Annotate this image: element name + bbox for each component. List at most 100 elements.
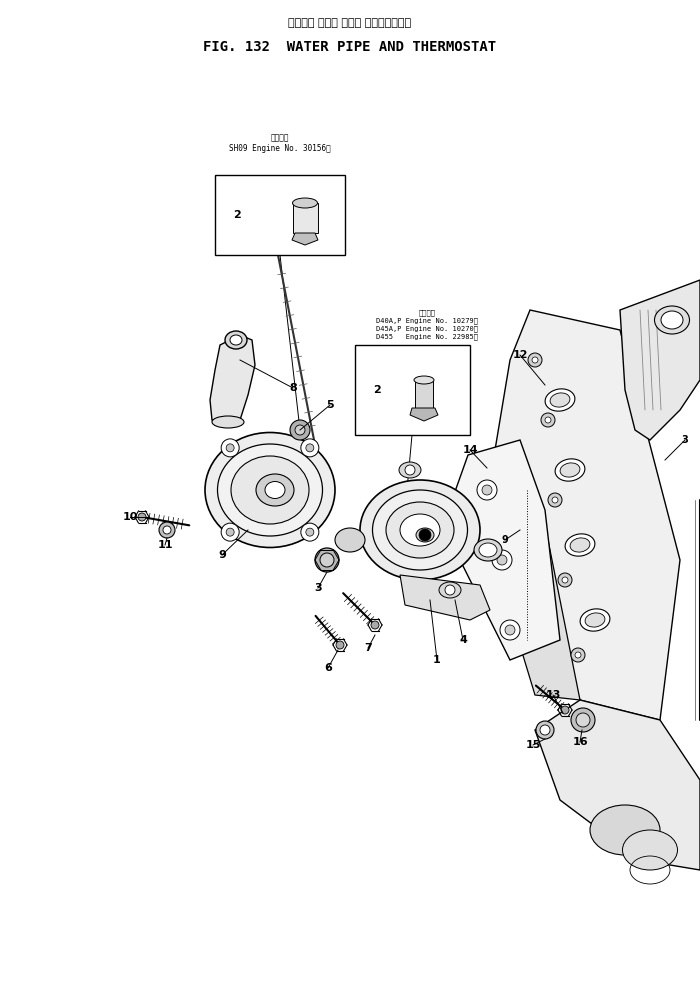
Ellipse shape bbox=[550, 393, 570, 407]
Ellipse shape bbox=[474, 539, 502, 561]
Ellipse shape bbox=[555, 459, 585, 481]
Circle shape bbox=[221, 523, 239, 541]
Circle shape bbox=[226, 444, 234, 452]
Circle shape bbox=[500, 620, 520, 640]
Circle shape bbox=[163, 526, 171, 534]
Bar bbox=[415, 380, 433, 408]
Polygon shape bbox=[485, 490, 580, 700]
Text: 1: 1 bbox=[433, 655, 441, 665]
Text: 11: 11 bbox=[158, 540, 173, 550]
Text: 2: 2 bbox=[373, 385, 381, 395]
Polygon shape bbox=[490, 310, 680, 720]
Circle shape bbox=[159, 522, 175, 538]
Circle shape bbox=[405, 465, 415, 475]
Circle shape bbox=[571, 708, 595, 732]
Ellipse shape bbox=[386, 502, 454, 558]
Ellipse shape bbox=[399, 462, 421, 478]
Circle shape bbox=[419, 529, 431, 541]
Ellipse shape bbox=[545, 389, 575, 411]
Circle shape bbox=[477, 480, 497, 500]
Text: 8: 8 bbox=[289, 383, 297, 393]
Ellipse shape bbox=[570, 538, 590, 552]
Polygon shape bbox=[400, 575, 490, 620]
Text: ウォータ パイプ および サーモスタット: ウォータ パイプ および サーモスタット bbox=[288, 18, 412, 28]
Circle shape bbox=[295, 425, 305, 435]
Text: 13: 13 bbox=[545, 690, 561, 700]
Text: 10: 10 bbox=[122, 512, 138, 522]
Circle shape bbox=[545, 417, 551, 423]
Bar bbox=[215, 175, 345, 255]
Ellipse shape bbox=[335, 528, 365, 552]
Circle shape bbox=[552, 497, 558, 503]
Text: 16: 16 bbox=[572, 737, 588, 747]
Text: 9: 9 bbox=[502, 535, 508, 545]
Polygon shape bbox=[452, 440, 560, 660]
Ellipse shape bbox=[580, 609, 610, 631]
Circle shape bbox=[221, 439, 239, 457]
Circle shape bbox=[528, 353, 542, 367]
Circle shape bbox=[492, 550, 512, 570]
Circle shape bbox=[575, 652, 581, 658]
Ellipse shape bbox=[590, 805, 660, 855]
Ellipse shape bbox=[218, 444, 323, 536]
Ellipse shape bbox=[439, 582, 461, 598]
Ellipse shape bbox=[585, 613, 605, 627]
Text: 12: 12 bbox=[512, 350, 528, 360]
Ellipse shape bbox=[414, 376, 434, 384]
Text: 6: 6 bbox=[324, 663, 332, 673]
Circle shape bbox=[315, 548, 339, 572]
Circle shape bbox=[505, 625, 515, 635]
Ellipse shape bbox=[372, 490, 468, 570]
Circle shape bbox=[306, 528, 314, 536]
Ellipse shape bbox=[256, 474, 294, 506]
Ellipse shape bbox=[205, 432, 335, 548]
Circle shape bbox=[540, 725, 550, 735]
Text: 7: 7 bbox=[364, 643, 372, 653]
Polygon shape bbox=[620, 280, 700, 440]
Ellipse shape bbox=[479, 543, 497, 557]
Polygon shape bbox=[410, 408, 438, 421]
Circle shape bbox=[301, 523, 319, 541]
Bar bbox=[355, 345, 470, 435]
Ellipse shape bbox=[360, 480, 480, 580]
Circle shape bbox=[561, 706, 569, 714]
Circle shape bbox=[576, 713, 590, 727]
Circle shape bbox=[290, 420, 310, 440]
Text: 14: 14 bbox=[462, 445, 478, 455]
Text: 適用号機
SH09 Engine No. 30156～: 適用号機 SH09 Engine No. 30156～ bbox=[229, 133, 331, 153]
Circle shape bbox=[562, 577, 568, 583]
Ellipse shape bbox=[661, 311, 683, 329]
Circle shape bbox=[571, 648, 585, 662]
Polygon shape bbox=[535, 700, 700, 870]
Ellipse shape bbox=[416, 528, 434, 542]
Circle shape bbox=[371, 621, 379, 629]
Ellipse shape bbox=[622, 830, 678, 870]
Text: 4: 4 bbox=[459, 635, 467, 645]
Ellipse shape bbox=[560, 463, 580, 477]
Circle shape bbox=[541, 413, 555, 427]
Text: 15: 15 bbox=[525, 740, 540, 750]
Circle shape bbox=[336, 641, 344, 649]
Circle shape bbox=[536, 721, 554, 739]
Ellipse shape bbox=[400, 514, 440, 546]
Ellipse shape bbox=[212, 416, 244, 428]
Ellipse shape bbox=[654, 306, 690, 334]
Text: 5: 5 bbox=[326, 400, 334, 410]
Ellipse shape bbox=[265, 482, 285, 498]
Ellipse shape bbox=[293, 198, 318, 208]
Ellipse shape bbox=[225, 331, 247, 349]
Circle shape bbox=[558, 573, 572, 587]
Text: FIG. 132  WATER PIPE AND THERMOSTAT: FIG. 132 WATER PIPE AND THERMOSTAT bbox=[204, 40, 496, 54]
Circle shape bbox=[301, 439, 319, 457]
Text: 9: 9 bbox=[218, 550, 226, 560]
Text: 適用号機
D40A,P Engine No. 10279～
D45A,P Engine No. 10270～
D455   Engine No. 22985～: 適用号機 D40A,P Engine No. 10279～ D45A,P Eng… bbox=[376, 309, 478, 340]
Circle shape bbox=[532, 357, 538, 363]
Bar bbox=[293, 203, 318, 233]
Text: 2: 2 bbox=[233, 210, 241, 220]
Circle shape bbox=[306, 444, 314, 452]
Circle shape bbox=[497, 555, 507, 565]
Ellipse shape bbox=[230, 335, 242, 345]
Ellipse shape bbox=[231, 456, 309, 524]
Text: 3: 3 bbox=[682, 435, 688, 445]
Circle shape bbox=[138, 513, 146, 521]
